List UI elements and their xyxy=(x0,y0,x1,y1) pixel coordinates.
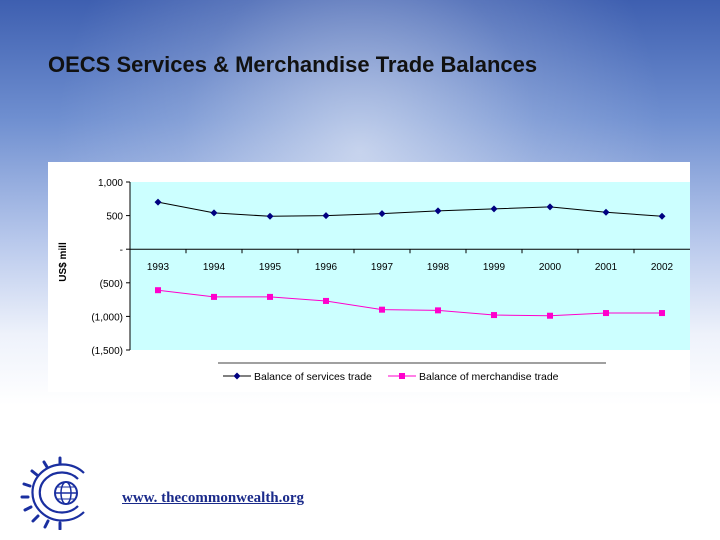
services-data-point xyxy=(266,212,274,220)
merchandise-data-point xyxy=(547,312,553,319)
legend-label: Balance of merchandise trade xyxy=(419,371,559,383)
x-tick-label: 1994 xyxy=(203,262,226,273)
merchandise-data-point xyxy=(267,293,273,300)
footer-website-link[interactable]: www. thecommonwealth.org xyxy=(122,490,305,506)
merchandise-data-point xyxy=(211,293,217,300)
y-tick-label: - xyxy=(120,245,123,256)
trade-balance-chart: US$ mill 1,000 500 - (500) (1,000) (1,500) 19… xyxy=(48,162,690,392)
y-axis-label: US$ mill xyxy=(58,242,69,282)
slide-title: OECS Services & Merchandise Trade Balanc… xyxy=(48,52,538,77)
merchandise-data-point xyxy=(491,312,497,319)
y-tick-label: 500 xyxy=(106,212,123,223)
y-tick-label: (1,000) xyxy=(91,312,123,323)
services-data-point xyxy=(546,203,554,211)
merchandise-data-point xyxy=(659,310,665,317)
merchandise-data-point xyxy=(435,307,441,314)
services-data-point xyxy=(210,209,218,217)
plot-area xyxy=(130,182,690,350)
merchandise-data-point xyxy=(323,297,329,304)
merchandise-data-point xyxy=(155,287,161,294)
services-data-point xyxy=(602,208,610,216)
x-tick-label: 2002 xyxy=(651,262,674,273)
x-tick-label: 1995 xyxy=(259,262,282,273)
x-tick-label: 1997 xyxy=(371,262,394,273)
legend-services-marker xyxy=(233,372,241,380)
chart-svg: US$ mill 1,000 500 - (500) (1,000) (1,500) 19… xyxy=(48,162,690,392)
services-data-point xyxy=(658,212,666,220)
series-line-2 xyxy=(157,289,662,317)
services-data-point xyxy=(322,212,330,220)
services-data-point xyxy=(378,210,386,218)
legend: Balance of services trade Balance of merc… xyxy=(218,362,606,383)
y-tick-label: 1,000 xyxy=(98,178,123,189)
services-data-point xyxy=(154,198,162,206)
x-tick-label: 2001 xyxy=(595,262,618,273)
services-data-point xyxy=(490,205,498,213)
commonwealth-logo-icon xyxy=(20,456,85,530)
merchandise-data-point xyxy=(603,310,609,317)
y-tick-label: (500) xyxy=(100,279,123,290)
y-tick-label: (1,500) xyxy=(91,346,123,357)
merchandise-data-point xyxy=(379,306,385,313)
series-line-1 xyxy=(157,201,663,217)
x-tick-label: 2000 xyxy=(539,262,562,273)
x-ticks: 1993 1994 1995 1996 1997 1998 1999 2000 2001 2002 xyxy=(147,249,674,273)
x-tick-label: 1993 xyxy=(147,262,170,273)
x-tick-label: 1996 xyxy=(315,262,338,273)
legend-label: Balance of services trade xyxy=(254,371,372,383)
x-tick-label: 1998 xyxy=(427,262,450,273)
services-data-point xyxy=(434,207,442,215)
x-tick-label: 1999 xyxy=(483,262,506,273)
legend-merchandise-marker xyxy=(399,373,405,379)
series-layer xyxy=(154,198,666,319)
